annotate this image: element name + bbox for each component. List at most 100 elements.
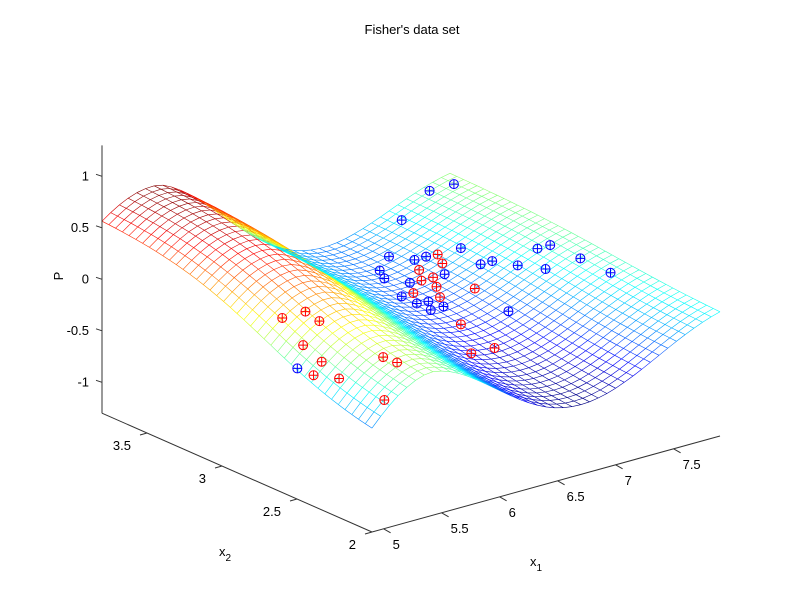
mesh-line bbox=[242, 263, 252, 271]
mesh-line bbox=[302, 282, 310, 289]
mesh-line bbox=[401, 344, 410, 347]
mesh-line bbox=[544, 363, 554, 369]
mesh-line bbox=[191, 260, 199, 266]
mesh-line bbox=[394, 302, 402, 308]
x2-axis-line bbox=[101, 412, 373, 533]
mesh-line bbox=[556, 402, 566, 405]
mesh-line bbox=[423, 354, 433, 358]
mesh-line bbox=[279, 325, 289, 336]
mesh-line bbox=[387, 335, 395, 341]
mesh-line bbox=[516, 236, 526, 243]
mesh-line bbox=[313, 275, 321, 282]
mesh-line bbox=[262, 286, 270, 294]
mesh-line bbox=[489, 304, 497, 309]
mesh-line bbox=[479, 199, 489, 205]
mesh-line bbox=[345, 278, 353, 283]
marker-plus bbox=[437, 259, 447, 269]
mesh-line bbox=[546, 280, 554, 286]
mesh-line bbox=[462, 288, 470, 293]
mesh-line bbox=[330, 257, 340, 260]
mesh-line bbox=[577, 275, 585, 281]
mesh-line bbox=[438, 217, 448, 225]
mesh-line bbox=[419, 204, 427, 209]
mesh-line bbox=[383, 237, 391, 242]
mesh-line bbox=[673, 317, 681, 322]
mesh-line bbox=[447, 352, 457, 357]
mesh-line bbox=[343, 241, 353, 247]
mesh-line bbox=[424, 281, 434, 287]
mesh-line bbox=[526, 222, 536, 229]
mesh-line bbox=[408, 323, 416, 329]
mesh-line bbox=[406, 192, 416, 200]
mesh-line bbox=[390, 308, 400, 311]
mesh-line bbox=[227, 264, 237, 273]
mesh-line bbox=[484, 353, 494, 356]
mesh-line bbox=[556, 338, 566, 346]
mesh-line bbox=[383, 290, 392, 292]
mesh-line bbox=[355, 258, 363, 263]
mesh-line bbox=[538, 322, 546, 328]
mesh-line bbox=[643, 281, 651, 286]
mesh-line bbox=[441, 173, 451, 178]
mesh-line bbox=[409, 345, 419, 349]
mesh-line bbox=[454, 179, 464, 184]
mesh-line bbox=[349, 273, 357, 278]
mesh-line bbox=[580, 329, 590, 337]
marker-plus bbox=[405, 278, 415, 288]
mesh-line bbox=[503, 385, 511, 391]
mesh-line bbox=[514, 251, 522, 256]
mesh-line bbox=[235, 231, 243, 237]
mesh-line bbox=[610, 368, 620, 376]
axes: 10.50-0.5-122.533.555.566.577.5 bbox=[67, 145, 721, 552]
mesh-line bbox=[665, 284, 673, 289]
mesh-line bbox=[621, 274, 631, 281]
mesh-line bbox=[144, 230, 152, 235]
mesh-line bbox=[406, 314, 415, 316]
mesh-line bbox=[360, 314, 368, 321]
mesh-line bbox=[648, 294, 656, 299]
mesh-line bbox=[374, 243, 382, 247]
mesh-line bbox=[612, 365, 620, 370]
mesh-line bbox=[404, 201, 414, 209]
mesh-line bbox=[554, 274, 562, 279]
mesh-line bbox=[376, 340, 386, 344]
mesh-line bbox=[144, 222, 154, 231]
mesh-line bbox=[588, 373, 596, 378]
mesh-line bbox=[297, 370, 305, 377]
mesh-line bbox=[239, 240, 249, 245]
mesh-line bbox=[678, 324, 688, 332]
mesh-line bbox=[387, 335, 397, 337]
mesh-line bbox=[465, 230, 475, 238]
mesh-line bbox=[551, 324, 561, 332]
mesh-line bbox=[295, 276, 303, 283]
mesh-line bbox=[549, 305, 557, 311]
mesh-line bbox=[455, 211, 463, 216]
mesh-line bbox=[430, 359, 439, 362]
mesh-line bbox=[571, 383, 579, 388]
mesh-line bbox=[540, 305, 550, 313]
x1-axis-line bbox=[371, 435, 721, 533]
mesh-line bbox=[286, 254, 294, 261]
mesh-line bbox=[340, 297, 348, 304]
mesh-line bbox=[348, 251, 358, 256]
mesh-line bbox=[690, 301, 700, 307]
mesh-line bbox=[534, 342, 542, 348]
mesh-line bbox=[511, 300, 521, 307]
mesh-line bbox=[471, 309, 481, 315]
mesh-line bbox=[496, 225, 506, 233]
mesh-line bbox=[398, 333, 408, 338]
mesh-line bbox=[680, 321, 688, 326]
data-point bbox=[428, 272, 439, 283]
mesh-line bbox=[630, 351, 638, 356]
mesh-line bbox=[543, 336, 551, 342]
mesh-line bbox=[610, 295, 618, 300]
z-tick bbox=[95, 173, 103, 177]
mesh-line bbox=[569, 236, 579, 242]
mesh-line bbox=[385, 301, 395, 304]
mesh-line bbox=[461, 361, 470, 366]
data-point bbox=[503, 306, 514, 317]
mesh-line bbox=[264, 269, 274, 275]
mesh-line bbox=[345, 278, 355, 281]
mesh-line bbox=[327, 315, 335, 322]
mesh-line bbox=[537, 404, 547, 408]
